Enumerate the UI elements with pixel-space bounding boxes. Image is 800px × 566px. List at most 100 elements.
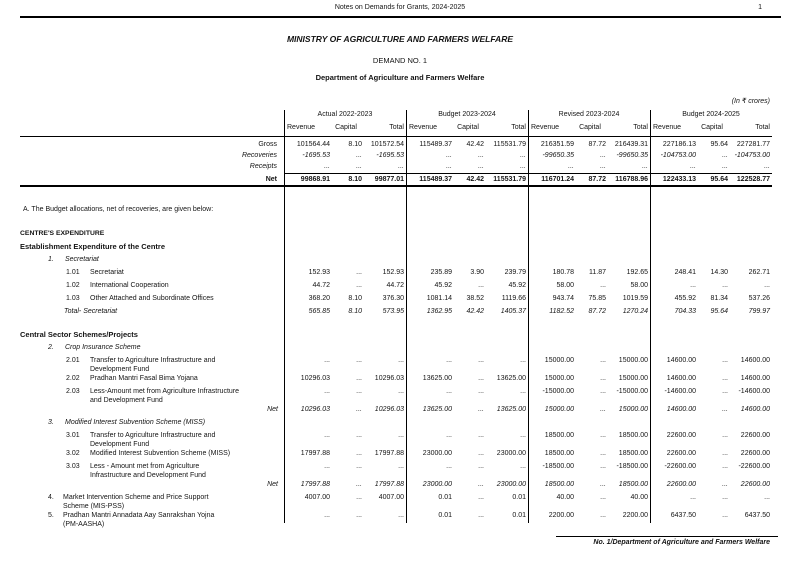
value-cell: 18500.00 (544, 481, 574, 488)
table-body: CENTRE'S EXPENDITURE Establishment Expend… (20, 229, 772, 529)
value-cell: ... (478, 152, 484, 159)
table-row: 2.02 Pradhan Mantri Fasal Bima Yojana 1029… (20, 374, 772, 383)
value-cell: 15000.00 (618, 357, 648, 364)
subcolumn-label: Total (389, 124, 404, 131)
column-group-header-row: Actual 2022-2023 Budget 2023-2024 Revised … (284, 111, 772, 118)
value-cell: 799.97 (748, 308, 770, 315)
value-cell: ... (520, 388, 526, 395)
subcolumn-label: Revenue (653, 124, 682, 131)
value-cell: 13625.00 (422, 375, 452, 382)
value-cell: ... (600, 494, 606, 501)
row-title: Net (267, 406, 278, 413)
value-cell: ... (478, 450, 484, 457)
row-title: Secretariat (65, 256, 99, 263)
value-cell: 122528.77 (736, 176, 770, 183)
value-cell: 227186.13 (662, 141, 696, 148)
value-cell: ... (722, 406, 728, 413)
value-cell: ... (446, 163, 452, 170)
row-number: 1. (48, 256, 54, 263)
value-cell: 101564.44 (296, 141, 330, 148)
value-cell: 14600.00 (740, 357, 770, 364)
table-row: 3.02 Modified Interest Subvention Scheme … (20, 449, 772, 458)
value-cell: 11.87 (589, 269, 606, 276)
row-title: Transfer to Agriculture Infrastructure a… (90, 357, 216, 373)
value-cell: ... (356, 463, 362, 470)
value-cell: 10296.03 (374, 375, 404, 382)
summary-row-label: Net (265, 176, 277, 183)
column-divider (406, 110, 407, 523)
row-label-zone: Total- Secretariat (20, 307, 284, 316)
value-cell: 75.85 (588, 295, 606, 302)
row-title: Market Intervention Scheme and Price Sup… (63, 494, 209, 510)
row-number: 3.02 (66, 450, 80, 457)
value-cell: 10296.03 (300, 406, 330, 413)
value-cell: 40.00 (630, 494, 648, 501)
value-cell: 18500.00 (618, 481, 648, 488)
value-cell: 8.10 (348, 295, 362, 302)
value-cell: 87.72 (588, 308, 606, 315)
value-cell: 42.42 (466, 308, 484, 315)
row-label-zone: 2.02 Pradhan Mantri Fasal Bima Yojana (20, 374, 284, 383)
value-cell: ... (398, 463, 404, 470)
value-cell: 115531.79 (493, 141, 526, 148)
value-cell: -104753.00 (734, 152, 770, 159)
column-group-label: Revised 2023-2024 (558, 111, 620, 118)
value-cell: -1695.53 (376, 152, 404, 159)
summary-row-label: Receipts (249, 163, 277, 170)
row-number: 2.01 (66, 357, 80, 364)
value-cell: 13625.00 (496, 375, 526, 382)
summary-row-label: Recoveries (241, 152, 277, 159)
row-number: 1.02 (66, 282, 80, 289)
value-cell: ... (356, 152, 362, 159)
summary-rows: Gross 101564.44 8.10 101572.54 115489.37 42.4… (20, 141, 772, 187)
subcolumn-label: Total (633, 124, 648, 131)
table-row: Total- Secretariat 565.85 8.10 573.95 1362.9… (20, 307, 772, 316)
row-label-zone: 1.01 Secretariat (20, 268, 284, 277)
value-cell: 14600.00 (740, 375, 770, 382)
value-cell: ... (398, 357, 404, 364)
value-cell: ... (600, 357, 606, 364)
row-number: 2. (48, 344, 54, 351)
value-cell: 115531.79 (493, 176, 526, 183)
value-cell: ... (600, 406, 606, 413)
value-cell: 81.34 (710, 295, 728, 302)
value-cell: ... (520, 432, 526, 439)
value-cell: 248.41 (674, 269, 696, 276)
value-cell: 17997.88 (300, 481, 330, 488)
value-cell: 13625.00 (496, 406, 526, 413)
value-cell: ... (722, 282, 728, 289)
value-cell: 23000.00 (496, 450, 526, 457)
value-cell: 4007.00 (378, 494, 404, 501)
value-cell: ... (478, 494, 484, 501)
summary-row-label: Gross (258, 141, 277, 148)
value-cell: ... (446, 463, 452, 470)
value-cell: ... (324, 163, 330, 170)
row-title: Modified Interest Subvention Scheme (MIS… (90, 450, 231, 457)
summary-row: Receipts................................… (20, 163, 772, 174)
value-cell: -18500.00 (616, 463, 648, 470)
value-cell: 14600.00 (666, 357, 696, 364)
value-cell: 8.10 (348, 141, 362, 148)
value-cell: ... (764, 282, 770, 289)
value-cell: ... (690, 163, 696, 170)
row-label-zone: 1.03 Other Attached and Subordinate Offic… (20, 294, 284, 303)
column-divider (650, 110, 651, 523)
value-cell: ... (356, 450, 362, 457)
value-cell: 704.33 (674, 308, 696, 315)
value-cell: ... (398, 388, 404, 395)
row-number: 5. (48, 512, 54, 519)
row-title: Less - Amount met from Agriculture Infra… (90, 463, 206, 479)
value-cell: ... (324, 388, 330, 395)
value-cell: 15000.00 (544, 375, 574, 382)
value-cell: 368.20 (308, 295, 330, 302)
value-cell: 0.01 (512, 494, 526, 501)
value-cell: ... (764, 494, 770, 501)
row-label-zone: 2.03 Less-Amount met from Agriculture Inf… (20, 387, 284, 405)
value-cell: 235.89 (430, 269, 452, 276)
value-cell: ... (520, 463, 526, 470)
row-number: 2.02 (66, 375, 80, 382)
table-row: 2.01 Transfer to Agriculture Infrastructu… (20, 356, 772, 374)
value-cell: 101572.54 (370, 141, 404, 148)
row-title: Crop Insurance Scheme (65, 344, 141, 351)
value-cell: 3.90 (470, 269, 484, 276)
